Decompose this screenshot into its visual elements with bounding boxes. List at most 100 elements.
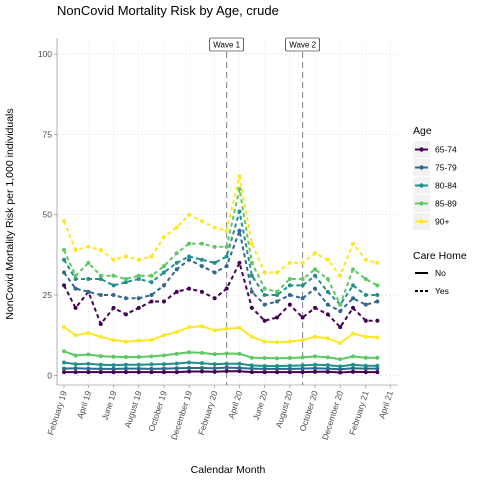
data-point-85-89-yes <box>338 302 343 307</box>
data-point-85-89-no <box>287 356 292 361</box>
data-point-80-84-no <box>287 363 292 368</box>
y-axis: 0 25 50 75 100 <box>38 49 57 380</box>
data-point-90+-yes <box>161 235 166 240</box>
x-tick-label: April 20 <box>226 389 245 420</box>
y-tick-label: 0 <box>47 370 52 380</box>
data-point-90+-yes <box>249 241 254 246</box>
data-point-85-89-yes <box>98 273 103 278</box>
data-point-75-79-no <box>111 366 116 371</box>
data-point-65-74-no <box>313 369 318 374</box>
data-point-90+-yes <box>338 273 343 278</box>
data-point-65-74-no <box>187 369 192 374</box>
data-point-80-84-yes <box>123 280 128 285</box>
data-point-90+-no <box>275 340 280 345</box>
data-point-65-74-yes <box>325 312 330 317</box>
data-point-65-74-yes <box>62 283 67 288</box>
data-point-85-89-yes <box>86 260 91 265</box>
data-point-85-89-no <box>249 355 254 360</box>
data-point-85-89-no <box>375 355 380 360</box>
data-point-75-79-no <box>86 366 91 371</box>
data-point-75-79-no <box>212 366 217 371</box>
y-tick-label: 50 <box>43 210 53 220</box>
data-point-90+-no <box>237 325 242 330</box>
data-point-65-74-yes <box>351 305 356 310</box>
data-point-65-74-no <box>275 370 280 375</box>
data-point-80-84-yes <box>275 293 280 298</box>
data-point-80-84-no <box>161 362 166 367</box>
data-point-65-74-no <box>199 369 204 374</box>
data-point-90+-yes <box>287 260 292 265</box>
data-point-90+-yes <box>212 225 217 230</box>
series-line-85-89-no <box>63 350 378 361</box>
data-point-90+-no <box>161 333 166 338</box>
data-point-75-79-yes <box>363 302 368 307</box>
y-tick-label: 100 <box>38 49 52 59</box>
series-line-65-74-no <box>64 370 378 374</box>
x-tick-label: June 19 <box>100 389 119 421</box>
data-point-65-74-no <box>212 369 217 374</box>
data-point-90+-no <box>287 339 292 344</box>
series-line-85-89-yes <box>63 188 378 306</box>
data-point-65-74-no <box>375 370 380 375</box>
series-line-75-79-yes <box>63 229 378 313</box>
data-point-65-74-yes <box>212 296 217 301</box>
data-point-90+-no <box>187 325 192 330</box>
data-point-75-79-yes <box>187 257 192 262</box>
data-point-80-84-no <box>212 362 217 367</box>
data-point-75-79-no <box>73 366 78 371</box>
data-point-75-79-no <box>287 366 292 371</box>
data-point-65-74-yes <box>224 286 229 291</box>
data-point-65-74-no <box>62 370 67 375</box>
x-tick-label: February 20 <box>196 389 220 436</box>
series-points <box>62 174 380 375</box>
data-point-75-79-no <box>325 366 330 371</box>
x-axis: February 19 April 19 June 19 August 19 Octob… <box>45 385 395 441</box>
data-point-85-89-yes <box>161 264 166 269</box>
data-point-75-79-no <box>363 366 368 371</box>
y-axis-title: NonCovid Mortality Risk per 1,000 indivi… <box>4 108 16 319</box>
data-point-85-89-yes <box>187 241 192 246</box>
data-point-80-84-no <box>136 362 141 367</box>
x-tick-label: October 20 <box>297 389 320 432</box>
data-point-65-74-no <box>161 370 166 375</box>
data-point-65-74-no <box>351 369 356 374</box>
data-point-75-79-no <box>161 366 166 371</box>
data-point-90+-yes <box>325 257 330 262</box>
data-point-85-89-no <box>86 352 91 357</box>
data-point-65-74-yes <box>111 305 116 310</box>
data-point-80-84-no <box>86 361 91 366</box>
data-point-75-79-yes <box>212 270 217 275</box>
data-point-75-79-yes <box>161 283 166 288</box>
data-point-85-89-no <box>275 356 280 361</box>
legend-title-age: Age <box>413 125 432 137</box>
data-point-75-79-yes <box>86 289 91 294</box>
legend-key-point <box>419 147 424 152</box>
data-point-85-89-no <box>313 354 318 359</box>
data-point-90+-no <box>375 335 380 340</box>
data-point-80-84-no <box>262 364 267 369</box>
series-line-80-84-yes <box>63 210 378 306</box>
data-point-80-84-no <box>73 362 78 367</box>
data-point-90+-no <box>86 330 91 335</box>
data-point-85-89-yes <box>300 276 305 281</box>
data-point-65-74-no <box>224 369 229 374</box>
data-point-65-74-no <box>149 370 154 375</box>
reference-label: Wave 2 <box>289 41 316 50</box>
data-point-65-74-no <box>174 370 179 375</box>
data-point-90+-yes <box>136 257 141 262</box>
data-point-75-79-yes <box>325 302 330 307</box>
data-point-65-74-no <box>287 370 292 375</box>
data-point-85-89-yes <box>313 267 318 272</box>
data-point-85-89-yes <box>62 248 67 253</box>
data-point-90+-no <box>136 338 141 343</box>
data-point-85-89-no <box>212 352 217 357</box>
series-line-90+-no <box>63 325 378 345</box>
data-point-75-79-yes <box>98 293 103 298</box>
data-point-80-84-yes <box>73 276 78 281</box>
data-point-90+-yes <box>351 241 356 246</box>
data-point-85-89-yes <box>174 251 179 256</box>
reference-label: Wave 1 <box>213 41 240 50</box>
data-point-65-74-yes <box>98 321 103 326</box>
data-point-80-84-no <box>275 364 280 369</box>
